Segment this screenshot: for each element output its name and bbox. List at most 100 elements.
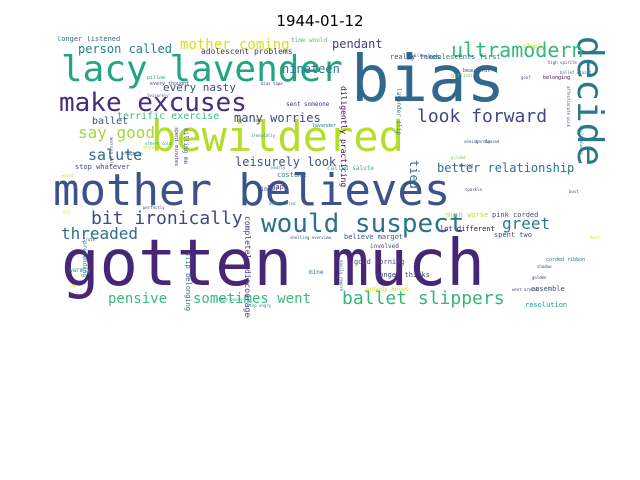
cloud-word: adolescents first xyxy=(429,53,501,61)
cloud-word: better relationship xyxy=(437,161,575,175)
cloud-word: every thought xyxy=(150,81,190,87)
cloud-word: both called xyxy=(269,201,296,206)
cloud-word: morning walk xyxy=(109,137,114,166)
cloud-word: steps every xyxy=(216,297,243,302)
cloud-word: would always xyxy=(579,126,584,155)
cloud-word: would suspect xyxy=(261,209,465,239)
cloud-word: simply xyxy=(523,43,545,50)
cloud-word: truth xyxy=(83,237,96,242)
cloud-word: went around xyxy=(512,287,539,292)
cloud-word: oil xyxy=(63,209,71,214)
cloud-word: say good xyxy=(78,123,156,142)
cloud-word: mother believes xyxy=(53,165,451,216)
cloud-word: ensemble xyxy=(531,285,565,293)
cloud-word: nearly xyxy=(271,165,286,170)
cloud-word: pretending xyxy=(81,241,88,278)
cloud-word: much worse xyxy=(446,211,489,219)
cloud-word: costume xyxy=(277,171,307,179)
cloud-word: nineteen xyxy=(282,62,340,76)
cloud-word: longer listened xyxy=(57,36,121,43)
cloud-word: every nasty xyxy=(163,81,236,94)
cloud-word: salute xyxy=(88,146,143,164)
cloud-word: good morning xyxy=(354,258,405,266)
cloud-word: greet xyxy=(502,214,551,233)
cloud-word: rough xyxy=(123,151,136,156)
cloud-word: stop whatever xyxy=(75,163,130,171)
cloud-word: really takes xyxy=(390,53,441,61)
cloud-word: amused xyxy=(485,139,500,144)
cloud-word: terrific exercise xyxy=(117,111,220,122)
cloud-word: tied xyxy=(407,160,421,189)
cloud-word: stop angry xyxy=(247,303,272,308)
cloud-word: time would xyxy=(291,37,328,44)
cloud-word: willow xyxy=(412,53,427,58)
cloud-word: pendant xyxy=(332,37,383,51)
cloud-word: bewildered xyxy=(151,112,404,161)
cloud-word: believe margot xyxy=(344,233,404,241)
cloud-word: bias xyxy=(351,43,506,117)
cloud-word: beautiful xyxy=(463,68,491,74)
cloud-word: mean xyxy=(133,151,143,156)
cloud-word: threaded xyxy=(61,224,139,243)
cloud-word: stands xyxy=(143,145,158,150)
cloud-word: called salute xyxy=(327,165,374,172)
cloud-word: bias tape xyxy=(261,81,283,86)
cloud-word: sparkle xyxy=(465,187,482,192)
cloud-word: resolution xyxy=(525,301,568,309)
cloud-word: snap xyxy=(267,183,284,191)
cloud-word: girlish xyxy=(451,73,473,79)
cloud-word: gotten much xyxy=(61,227,485,301)
cloud-word: slip belonging xyxy=(184,252,192,312)
cloud-word: ironically xyxy=(251,133,276,138)
cloud-word: ballet crazed xyxy=(560,70,592,75)
cloud-word: shelling overview xyxy=(290,235,331,240)
cloud-word: spent two xyxy=(494,231,532,239)
cloud-word: lot different xyxy=(440,225,495,233)
cloud-word: bust xyxy=(590,235,600,240)
cloud-word: killing me xyxy=(182,128,189,165)
cloud-word: adolescent problems xyxy=(201,47,293,56)
cloud-word: pensive xyxy=(108,291,168,307)
cloud-word: pillow xyxy=(147,75,166,81)
cloud-word: make excuses xyxy=(59,88,247,118)
cloud-word: shadow xyxy=(537,264,552,269)
cloud-word: others cold xyxy=(145,141,172,146)
word-cloud: gotten much mother believes bewildered bias… xyxy=(51,36,606,318)
cloud-word: lacy lavender xyxy=(61,49,343,90)
cloud-word: corded ribbon xyxy=(546,257,586,263)
cloud-word: warmly xyxy=(69,267,91,274)
cloud-word: belonging xyxy=(543,75,571,81)
cloud-word: golden xyxy=(532,275,547,280)
cloud-word: look forward xyxy=(417,106,548,127)
cloud-word: limber xyxy=(257,186,279,193)
cloud-word: involved xyxy=(370,243,399,250)
cloud-word: person called xyxy=(78,42,172,56)
cloud-word: perfectly xyxy=(143,205,165,210)
cloud-word: ultramodern xyxy=(451,38,584,62)
cloud-word: lavender xyxy=(312,123,337,129)
cloud-word: ballet slippers xyxy=(342,288,505,309)
cloud-word: gilded xyxy=(451,155,466,160)
cloud-word: pink corded xyxy=(492,211,539,219)
cloud-word: ballet xyxy=(92,116,129,127)
cloud-word: lavender slip xyxy=(395,88,402,135)
cloud-word: easily rework xyxy=(339,260,344,292)
cloud-word: leisurely look xyxy=(235,155,337,169)
cloud-word: affectionate pink xyxy=(566,86,571,127)
cloud-word: sent someone xyxy=(286,101,330,108)
cloud-word: many worries xyxy=(234,111,321,125)
cloud-word: decent xyxy=(459,163,474,168)
cloud-word: bit ironically xyxy=(91,208,243,229)
cloud-word: mother coming xyxy=(180,37,290,53)
cloud-word: would xyxy=(61,173,74,178)
cloud-word: leisurely xyxy=(147,93,169,98)
cloud-word: longer thinks xyxy=(375,271,430,279)
cloud-word: high spirits xyxy=(548,60,577,65)
cloud-word: seeing xyxy=(464,139,479,144)
cloud-word: bust xyxy=(569,189,579,194)
cloud-word: mine xyxy=(309,269,324,276)
cloud-word: nobody knows xyxy=(366,286,410,293)
cloud-word: cap xyxy=(69,283,77,288)
cloud-word: hardly xyxy=(476,139,491,144)
cloud-word: goof xyxy=(521,75,531,80)
